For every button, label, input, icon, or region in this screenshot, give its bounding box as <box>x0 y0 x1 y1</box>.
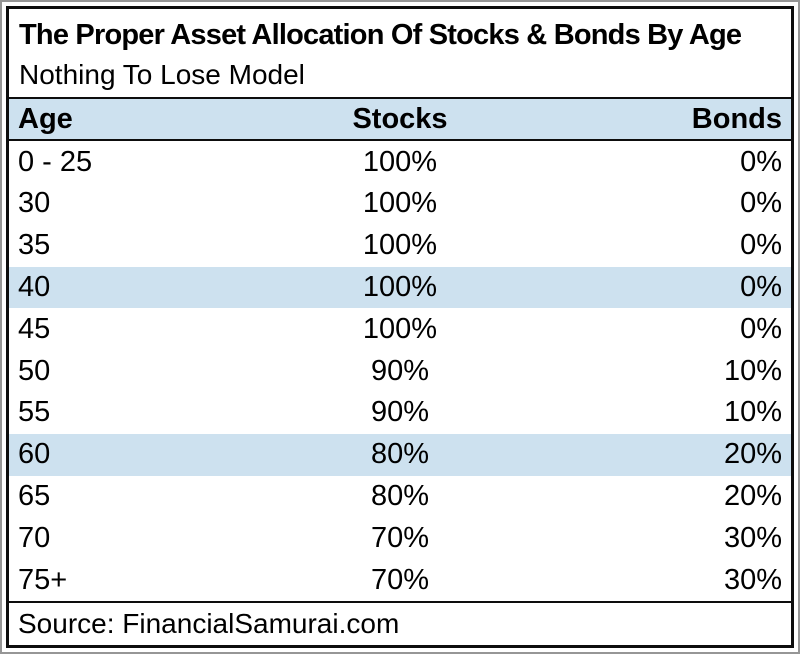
cell-bonds: 0% <box>740 229 783 262</box>
cell-age: 65 <box>18 480 51 512</box>
cell-stocks: 100% <box>362 145 438 178</box>
cell-age: 40 <box>18 270 51 303</box>
cell-stocks: 70% <box>370 563 430 596</box>
cell-age: 50 <box>18 354 51 387</box>
table-row: 65 80% 20% <box>9 475 791 518</box>
cell-stocks: 70% <box>370 521 430 554</box>
cell-stocks: 100% <box>362 229 438 262</box>
cell-bonds: 0% <box>740 187 783 220</box>
page-title: The Proper Asset Allocation Of Stocks & … <box>19 19 742 51</box>
table-row: 50 90% 10% <box>9 350 791 392</box>
cell-stocks: 90% <box>370 396 430 429</box>
table-row: 55 90% 10% <box>9 391 791 434</box>
cell-bonds: 20% <box>723 438 783 471</box>
cell-bonds: 10% <box>723 354 783 387</box>
source-footer: Source: FinancialSamurai.com <box>9 601 791 645</box>
cell-stocks: 80% <box>370 438 430 471</box>
cell-bonds: 10% <box>723 396 783 429</box>
table-row: 70 70% 30% <box>9 517 791 560</box>
cell-bonds: 20% <box>723 480 783 512</box>
cell-age: 45 <box>18 312 51 345</box>
page-subtitle: Nothing To Lose Model <box>19 58 305 90</box>
cell-stocks: 90% <box>370 354 430 387</box>
title-area: The Proper Asset Allocation Of Stocks & … <box>9 9 791 100</box>
allocation-table: The Proper Asset Allocation Of Stocks & … <box>6 6 794 648</box>
column-header-age: Age <box>18 102 73 135</box>
table-row: 0 - 25 100% 0% <box>9 141 791 183</box>
cell-bonds: 0% <box>740 312 783 345</box>
column-header-stocks: Stocks <box>352 102 448 135</box>
cell-bonds: 0% <box>740 145 783 178</box>
cell-age: 60 <box>18 438 51 471</box>
source-text: Source: FinancialSamurai.com <box>18 608 400 639</box>
cell-bonds: 30% <box>723 521 783 554</box>
cell-stocks: 80% <box>370 480 430 512</box>
table-row: 30 100% 0% <box>9 182 791 225</box>
column-header-bonds: Bonds <box>691 102 783 135</box>
cell-bonds: 30% <box>723 563 783 596</box>
table-row: 60 80% 20% <box>9 433 791 476</box>
cell-age: 0 - 25 <box>18 145 93 178</box>
table-row: 40 100% 0% <box>9 266 791 309</box>
cell-age: 70 <box>18 521 51 554</box>
table-header-row: Age Stocks Bonds <box>9 99 791 142</box>
cell-age: 35 <box>18 229 51 262</box>
cell-stocks: 100% <box>362 187 438 220</box>
cell-age: 30 <box>18 187 51 220</box>
table-row: 35 100% 0% <box>9 224 791 267</box>
cell-stocks: 100% <box>362 312 438 345</box>
cell-age: 55 <box>18 396 51 429</box>
cell-stocks: 100% <box>362 270 438 303</box>
table-row: 45 100% 0% <box>9 308 791 351</box>
cell-bonds: 0% <box>740 270 783 303</box>
table-rows: 0 - 25 100% 0% 30 100% 0% 35 100% 0% 40 100% 0% 45 10… <box>9 141 791 602</box>
table-row: 75+ 70% 30% <box>9 559 791 602</box>
cell-age: 75+ <box>18 563 68 596</box>
